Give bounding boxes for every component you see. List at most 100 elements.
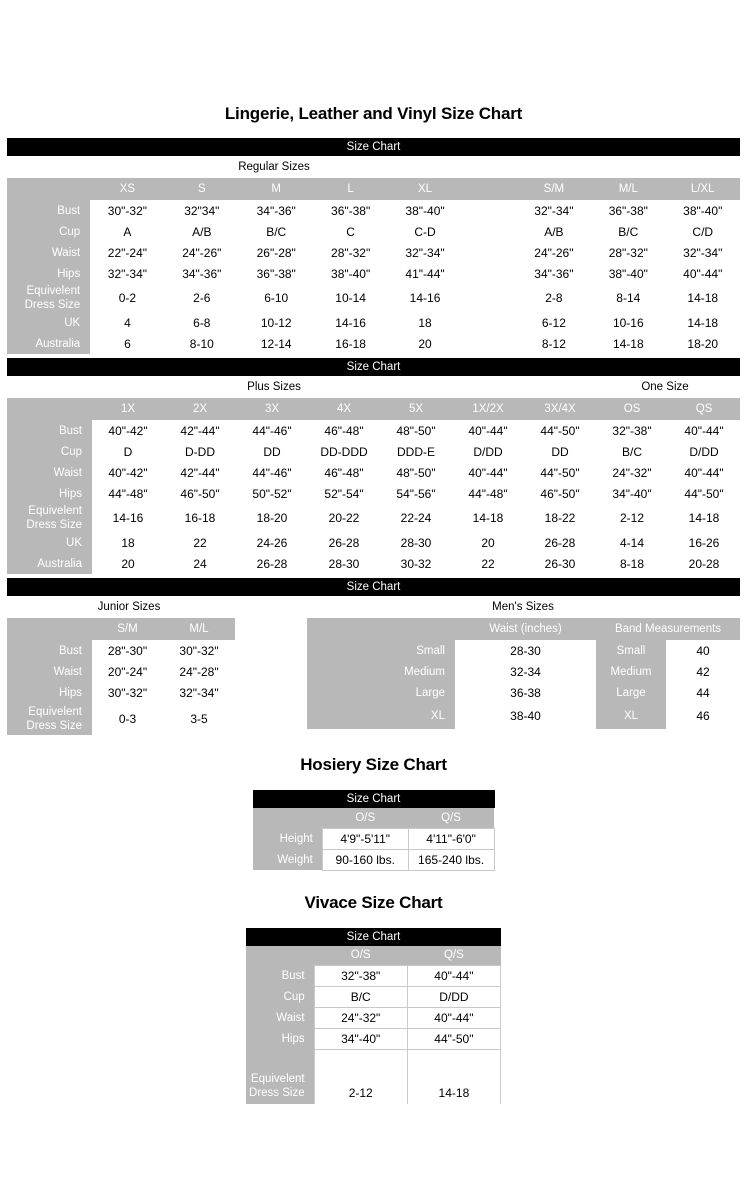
col-header-sm: S/M [516,178,592,200]
cell: 20"-24" [92,661,163,682]
cell: B/C [239,221,314,242]
cell: 22-24 [380,504,452,532]
table-row: Height 4'9"-5'11" 4'11"-6'0" [252,827,495,850]
col-header-m: M [239,178,314,200]
cell: 32"-38" [313,965,408,987]
col-header-ml: M/L [163,618,235,640]
cell: 30"-32" [92,682,163,703]
cell: 48"-50" [380,462,452,483]
cell: 26-28 [524,532,596,553]
row-label-line1: Equivelent [28,505,82,517]
cell: 44"-50" [524,462,596,483]
table-header-row: O/S Q/S [246,945,501,966]
row-label-waist: Waist [7,242,91,263]
col-header-s: S [164,178,240,200]
table-header-row: Waist (inches) Band Measurements [307,618,740,640]
junior-sizes-table: S/M M/L Bust 28"-30" 30"-32" Waist 20"-2… [7,618,235,735]
corner-cell [7,618,92,640]
row-label-equivelent-dress-size: Equivelent Dress Size [7,504,92,532]
cell: 46"-48" [308,462,380,483]
cell: B/C [313,986,408,1008]
row-label-height: Height [252,828,323,849]
cell: 42"-44" [164,462,236,483]
row-label-equivelent-dress-size: Equivelent Dress Size [7,284,91,312]
cell: 20 [387,333,463,354]
table-row: Waist 40"-42" 42"-44" 44"-46" 46"-48" 48… [7,462,740,483]
cell: A/B [516,221,592,242]
row-label-weight: Weight [252,849,323,870]
table-row: Medium 32-34 Medium 42 [307,661,740,682]
cell: 36"-38" [313,200,388,221]
cell: 4'11"-6'0" [407,827,495,850]
col-header-qs: Q/S [408,808,494,828]
row-label-hips: Hips [7,263,91,284]
cell: 40"-42" [92,462,164,483]
cell: 32"-34" [90,263,165,284]
col-header-qs: Q/S [407,945,501,966]
cell: 2-6 [164,284,240,312]
col-header-4x: 4X [308,398,380,420]
caption-plus-sizes: Plus Sizes [247,381,301,393]
size-chart-page: Lingerie, Leather and Vinyl Size Chart S… [7,104,740,1104]
cell: 18-22 [524,504,596,532]
row-label-hips: Hips [246,1028,315,1050]
row-label-bust: Bust [7,200,91,221]
table-row: Weight 90-160 lbs. 165-240 lbs. [252,848,495,871]
cell: 14-18 [452,504,524,532]
cell-spacer [462,242,517,263]
cell: 22"-24" [90,242,165,263]
band-row-label-large: Large [596,682,666,703]
cell: 8-12 [516,333,592,354]
col-header-os: OS [596,398,668,420]
col-header-os: O/S [322,808,409,828]
row-label-line2: Dress Size [249,1086,305,1099]
cell: 24"-26" [516,242,592,263]
cell: 44"-50" [406,1028,502,1050]
cell: 32"-34" [163,682,235,703]
section-band-regular: Size Chart [7,138,740,156]
cell: 10-12 [239,312,314,333]
cell: 32"-34" [665,242,740,263]
cell: 52"-54" [308,483,380,504]
row-label-bust: Bust [7,640,92,661]
cell: 24"-32" [313,1007,408,1029]
table-row: Hips 32"-34" 34"-36" 36"-38" 38"-40" 41"… [7,263,740,284]
table-header-row: 1X 2X 3X 4X 5X 1X/2X 3X/4X OS QS [7,398,740,420]
row-label-cup: Cup [7,441,92,462]
cell: C-D [387,221,463,242]
cell-waist: 36-38 [455,682,596,703]
table-row: Waist 20"-24" 24"-28" [7,661,235,682]
cell: 38"-40" [591,263,666,284]
cell: 50"-52" [236,483,308,504]
cell: 14-16 [387,284,463,312]
cell-spacer [462,333,517,354]
row-label-line2: Dress Size [24,299,81,311]
table-row: Australia 20 24 26-28 28-30 30-32 22 26-… [7,553,740,574]
cell: 14-16 [313,312,388,333]
section-band-plus: Size Chart [7,358,740,376]
hosiery-table: O/S Q/S Height 4'9"-5'11" 4'11"-6'0" Wei… [252,808,495,871]
cell: 32"34" [164,200,240,221]
table-header-row: XS S M L XL S/M M/L L/XL [7,178,740,200]
col-header-spacer [462,178,517,200]
row-label-australia: Australia [7,333,91,354]
cell: 14-18 [668,504,740,532]
vivace-title: Vivace Size Chart [304,892,443,912]
mens-sizes-table: Waist (inches) Band Measurements Small 2… [307,618,740,729]
row-label-line1: Equivelent [250,1072,305,1085]
cell: 18-20 [665,333,740,354]
cell: C/D [665,221,740,242]
cell: 34"-36" [239,200,314,221]
cell-spacer [462,221,517,242]
row-label-equivelent-dress-size: Equivelent Dress Size [7,703,92,735]
cell: 24 [164,553,236,574]
table-header-row: S/M M/L [7,618,235,640]
table-row: Cup D D-DD DD DD-DDD DDD-E D/DD DD B/C D… [7,441,740,462]
cell: 34"-36" [164,263,240,284]
hosiery-band: Size Chart [252,790,495,808]
cell: 28-30 [380,532,452,553]
cell: 30-32 [380,553,452,574]
cell: 34"-40" [596,483,668,504]
cell: B/C [591,221,666,242]
cell: 40"-44" [668,462,740,483]
